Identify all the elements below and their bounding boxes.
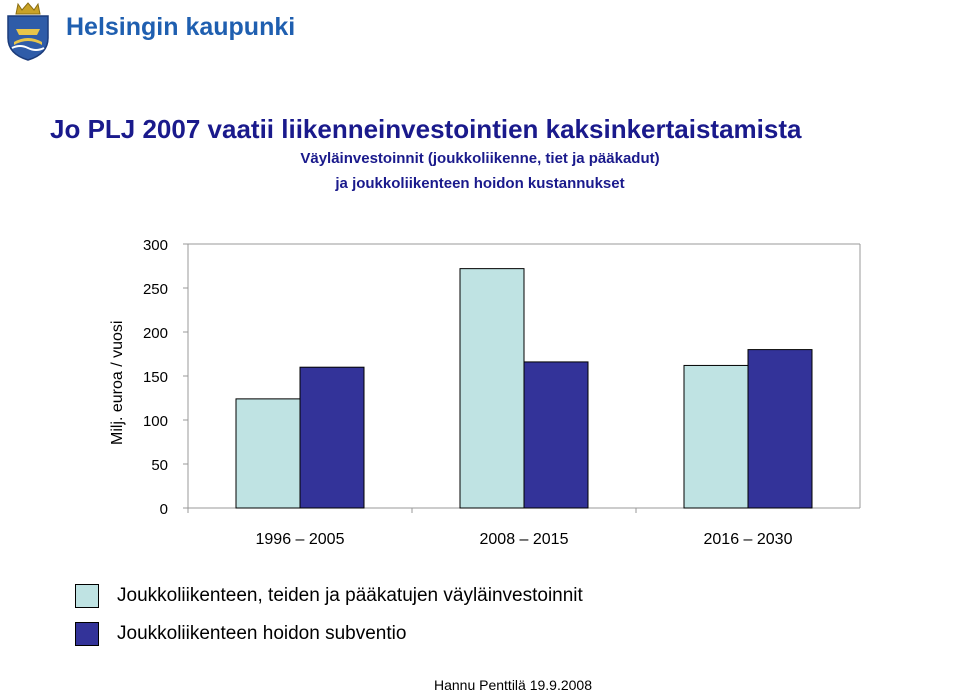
bar-chart: 0 50 100 150 200 250 300 1996 – 2005 2008 – 2015… xyxy=(109,237,861,548)
x-category-label: 2008 – 2015 xyxy=(480,531,569,548)
legend-label: Joukkoliikenteen, teiden ja pääkatujen v… xyxy=(117,585,583,606)
x-category-label: 1996 – 2005 xyxy=(256,531,345,548)
page-title: Jo PLJ 2007 vaatii liikenneinvestointien… xyxy=(50,114,802,144)
y-tick-label: 300 xyxy=(143,237,168,254)
y-tick-label: 0 xyxy=(160,501,168,518)
logo-text: Helsingin kaupunki xyxy=(66,13,296,41)
y-tick-label: 100 xyxy=(143,413,168,430)
y-tick-label: 50 xyxy=(151,457,168,474)
legend-label: Joukkoliikenteen hoidon subventio xyxy=(117,623,407,644)
y-tick-label: 150 xyxy=(143,369,168,386)
bar-series-1 xyxy=(683,364,749,509)
y-axis-label: Milj. euroa / vuosi xyxy=(109,321,126,446)
legend-swatch-series-2 xyxy=(75,622,99,646)
bar-series-2 xyxy=(747,349,813,509)
legend-swatch-series-1 xyxy=(75,584,99,608)
y-tick-label: 200 xyxy=(143,325,168,342)
bar-series-2 xyxy=(299,366,365,509)
footer-author-date: Hannu Penttilä 19.9.2008 xyxy=(433,677,592,693)
subtitle-line-2: ja joukkoliikenteen hoidon kustannukset xyxy=(335,175,625,192)
bar-series-1 xyxy=(235,398,301,509)
subtitle-line-1: Väyläinvestoinnit (joukkoliikenne, tiet … xyxy=(300,150,660,167)
bar-series-2 xyxy=(523,361,589,509)
bar-series-1 xyxy=(459,268,525,509)
helsinki-crest-logo xyxy=(7,2,49,61)
y-tick-label: 250 xyxy=(143,281,168,298)
x-category-label: 2016 – 2030 xyxy=(704,531,793,548)
